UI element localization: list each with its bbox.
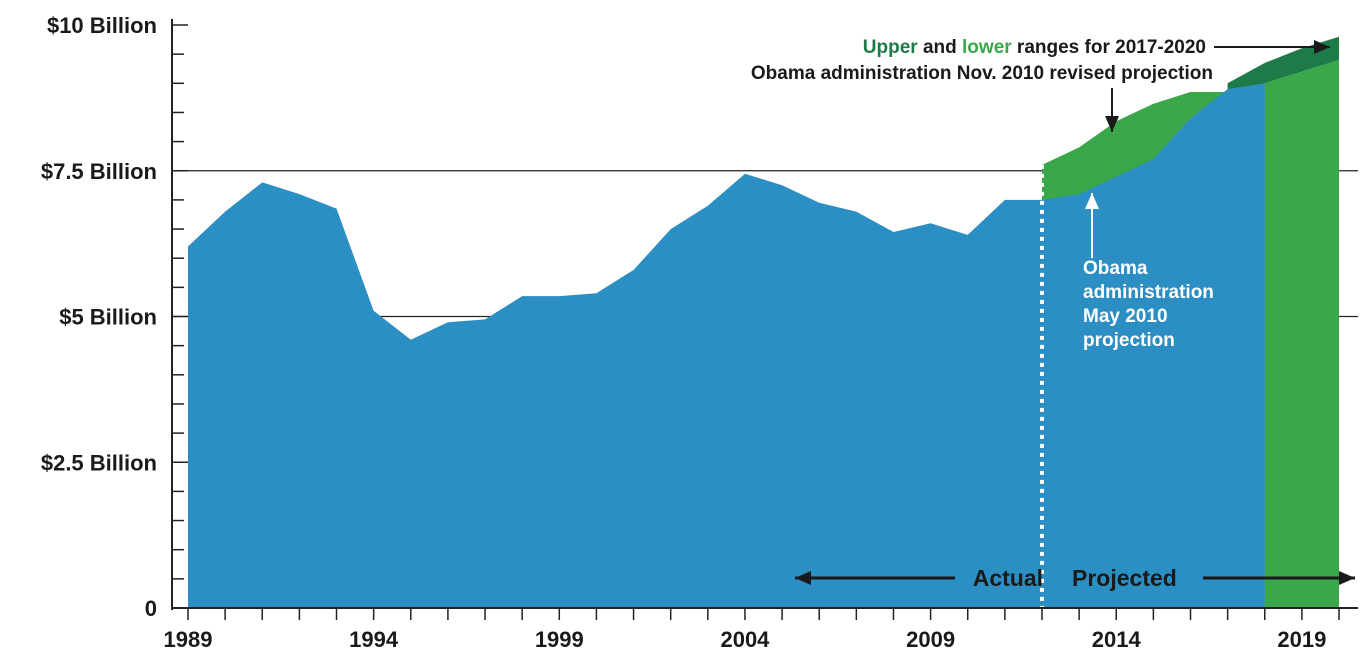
x-tick-label: 2004 — [720, 627, 770, 652]
range-rest: ranges for 2017-2020 — [1012, 37, 1206, 58]
x-tick-label: 1989 — [164, 627, 213, 652]
nov-projection-label: Obama administration Nov. 2010 revised p… — [751, 63, 1213, 84]
may-projection-label-line: projection — [1083, 330, 1175, 351]
range-lower-word: lower — [962, 37, 1012, 58]
may-projection-label-line: Obama — [1083, 258, 1148, 279]
range-upper-word: Upper — [863, 37, 919, 58]
projected-label: Projected — [1072, 565, 1177, 591]
range-arrow-head — [1314, 40, 1330, 54]
may-projection-label-line: May 2010 — [1083, 306, 1168, 327]
y-tick-label: 0 — [145, 596, 157, 621]
y-tick-label: $5 Billion — [59, 305, 157, 330]
annotations: Upper and lower ranges for 2017-2020 Obam… — [751, 37, 1355, 591]
x-tick-label: 2009 — [906, 627, 955, 652]
actual-label: Actual — [973, 565, 1043, 591]
x-tick-label: 2014 — [1092, 627, 1142, 652]
x-tick-label: 2019 — [1277, 627, 1326, 652]
y-tick-label: $10 Billion — [47, 13, 157, 38]
projected-arrow-head — [1339, 571, 1355, 585]
plot-area — [172, 36, 1358, 609]
axes: 0 $2.5 Billion $5 Billion $7.5 Billion $10 B… — [41, 13, 1358, 652]
x-tick-label: 1994 — [349, 627, 399, 652]
nov-projection-arrow-head — [1105, 116, 1119, 132]
range-and-word: and — [918, 37, 962, 58]
actual-area — [188, 173, 1042, 608]
y-tick-label: $7.5 Billion — [41, 159, 157, 184]
x-tick-label: 1999 — [535, 627, 584, 652]
upper-range-area — [1227, 36, 1339, 92]
may-projection-label-line: administration — [1083, 282, 1214, 303]
may-projection-arrow-head — [1085, 193, 1099, 209]
actual-arrow-head — [795, 571, 811, 585]
y-tick-label: $2.5 Billion — [41, 450, 157, 475]
range-annotation: Upper and lower ranges for 2017-2020 — [863, 37, 1206, 58]
may-projection-area — [1041, 83, 1265, 609]
